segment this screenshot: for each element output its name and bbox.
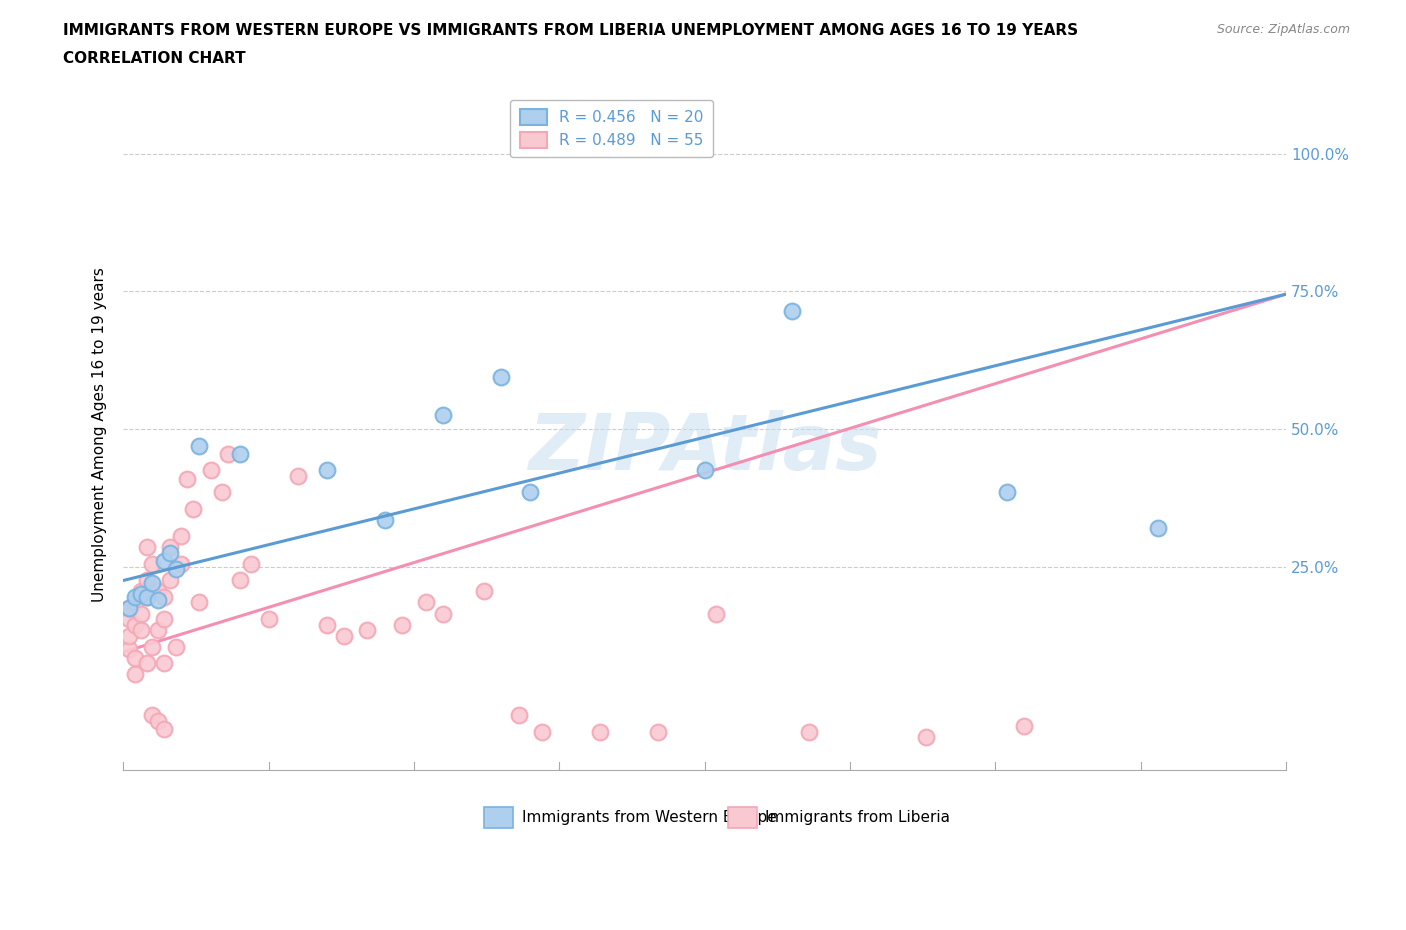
Point — [118, 612, 141, 627]
Point — [257, 612, 280, 627]
Point — [799, 724, 821, 739]
Point — [287, 469, 309, 484]
Point — [159, 540, 181, 555]
Point — [141, 639, 163, 654]
Point — [187, 595, 209, 610]
Point — [995, 485, 1018, 499]
Point — [228, 573, 250, 588]
Point — [118, 601, 141, 616]
Point — [693, 463, 716, 478]
Point — [432, 606, 454, 621]
Point — [519, 485, 541, 499]
Point — [153, 656, 176, 671]
Point — [1147, 521, 1170, 536]
Point — [170, 529, 193, 544]
Point — [129, 584, 152, 599]
Text: Immigrants from Western Europe: Immigrants from Western Europe — [522, 810, 778, 825]
Point — [374, 512, 396, 527]
Text: Source: ZipAtlas.com: Source: ZipAtlas.com — [1216, 23, 1350, 36]
Point — [148, 622, 170, 637]
Text: CORRELATION CHART: CORRELATION CHART — [63, 51, 246, 66]
Point — [165, 562, 187, 577]
Point — [415, 595, 437, 610]
Point — [124, 650, 146, 665]
Point — [153, 722, 176, 737]
Point — [118, 628, 141, 643]
Point — [356, 622, 378, 637]
Text: IMMIGRANTS FROM WESTERN EUROPE VS IMMIGRANTS FROM LIBERIA UNEMPLOYMENT AMONG AGE: IMMIGRANTS FROM WESTERN EUROPE VS IMMIGR… — [63, 23, 1078, 38]
Point — [124, 667, 146, 682]
Legend: R = 0.456   N = 20, R = 0.489   N = 55: R = 0.456 N = 20, R = 0.489 N = 55 — [510, 100, 713, 157]
Point — [176, 472, 198, 486]
Point — [141, 708, 163, 723]
Point — [129, 587, 152, 602]
Text: Immigrants from Liberia: Immigrants from Liberia — [765, 810, 950, 825]
Point — [129, 606, 152, 621]
Point — [914, 730, 936, 745]
Point — [153, 612, 176, 627]
Point — [489, 369, 512, 384]
Point — [391, 618, 413, 632]
Point — [159, 546, 181, 561]
FancyBboxPatch shape — [484, 807, 513, 828]
Point — [170, 556, 193, 571]
Point — [217, 446, 239, 461]
Point — [124, 595, 146, 610]
Point — [124, 590, 146, 604]
Point — [148, 713, 170, 728]
Point — [704, 606, 727, 621]
Point — [211, 485, 233, 499]
Point — [315, 463, 337, 478]
Point — [432, 408, 454, 423]
Text: ZIPAtlas: ZIPAtlas — [527, 410, 882, 486]
Point — [181, 501, 204, 516]
Point — [159, 573, 181, 588]
Point — [187, 438, 209, 453]
Point — [153, 590, 176, 604]
Point — [165, 639, 187, 654]
Point — [153, 553, 176, 568]
Point — [780, 303, 803, 318]
Point — [240, 556, 263, 571]
Point — [472, 584, 495, 599]
Point — [135, 656, 157, 671]
Point — [135, 590, 157, 604]
Point — [1014, 719, 1036, 734]
Point — [135, 573, 157, 588]
Point — [118, 642, 141, 657]
Point — [141, 556, 163, 571]
Point — [148, 592, 170, 607]
Point — [141, 576, 163, 591]
Point — [315, 618, 337, 632]
Point — [530, 724, 553, 739]
FancyBboxPatch shape — [728, 807, 756, 828]
Point — [228, 446, 250, 461]
Point — [200, 463, 222, 478]
Point — [135, 590, 157, 604]
Point — [647, 724, 669, 739]
Point — [508, 708, 530, 723]
Y-axis label: Unemployment Among Ages 16 to 19 years: Unemployment Among Ages 16 to 19 years — [93, 267, 107, 602]
Point — [333, 628, 356, 643]
Point — [124, 618, 146, 632]
Point — [118, 601, 141, 616]
Point — [589, 724, 612, 739]
Point — [148, 584, 170, 599]
Point — [129, 622, 152, 637]
Point — [135, 540, 157, 555]
